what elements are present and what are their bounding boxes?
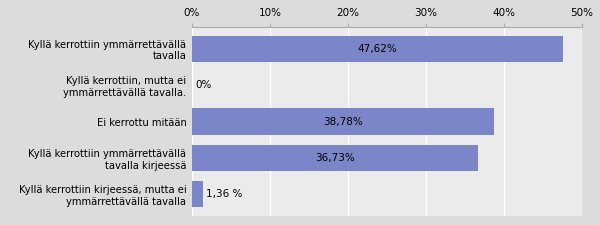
Bar xyxy=(192,36,563,62)
Bar xyxy=(192,145,478,171)
Text: 47,62%: 47,62% xyxy=(358,44,398,54)
Text: 0%: 0% xyxy=(195,80,211,90)
Text: 36,73%: 36,73% xyxy=(316,153,355,163)
Bar xyxy=(192,181,203,207)
Text: 1,36 %: 1,36 % xyxy=(206,189,242,199)
Text: 38,78%: 38,78% xyxy=(323,117,363,126)
Bar xyxy=(192,108,494,135)
